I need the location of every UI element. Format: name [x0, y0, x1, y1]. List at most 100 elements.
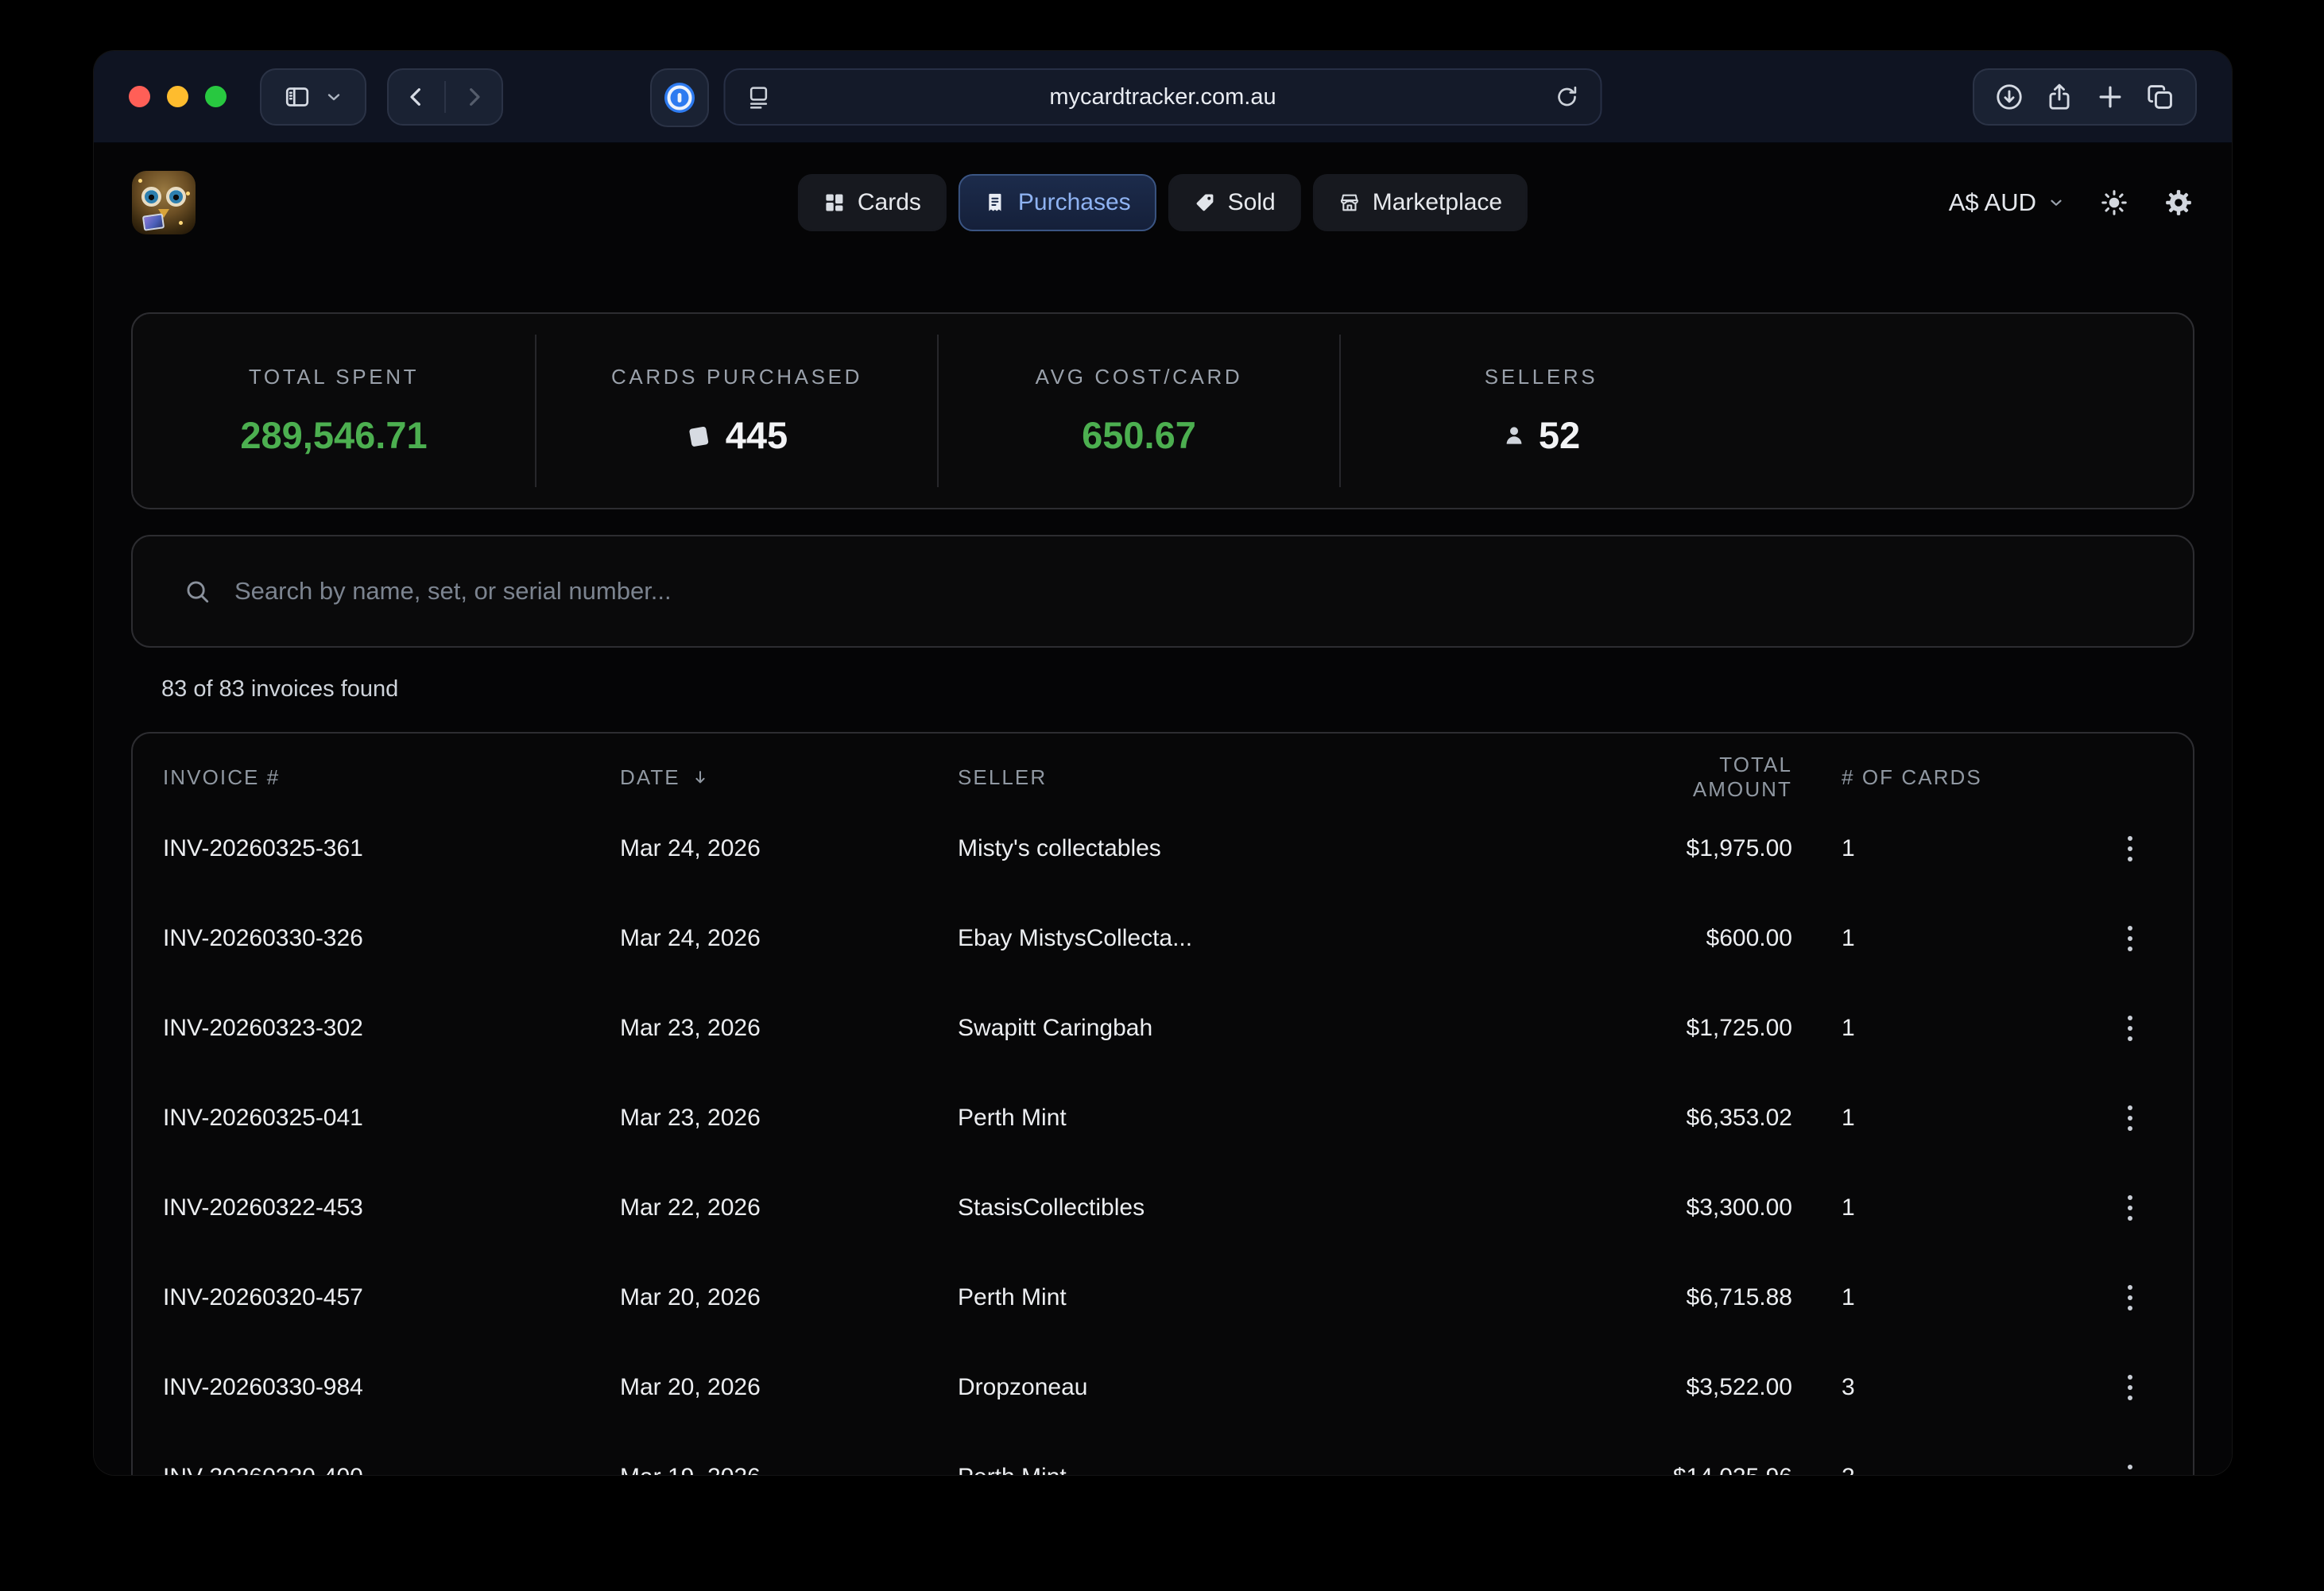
header-date-label: DATE [620, 765, 680, 790]
seller-cell: Dropzoneau [958, 1374, 1624, 1401]
row-menu-kebab-icon[interactable] [2121, 1009, 2139, 1047]
row-menu-kebab-icon[interactable] [2121, 1279, 2139, 1317]
header-date[interactable]: DATE [620, 765, 958, 790]
date-cell: Mar 23, 2026 [620, 1015, 958, 1042]
date-cell: Mar 24, 2026 [620, 925, 958, 952]
table-row[interactable]: INV-20260330-326 Mar 24, 2026 Ebay Misty… [163, 893, 2163, 983]
stat-label: AVG COST/CARD [1036, 365, 1243, 389]
cards-count-cell: 1 [1792, 1015, 2040, 1042]
cards-grid-icon [823, 192, 846, 214]
receipt-icon [984, 192, 1006, 214]
cards-count-cell: 1 [1792, 1284, 2040, 1311]
tag-icon [1194, 192, 1216, 214]
password-manager-extension-button[interactable] [650, 68, 709, 127]
row-menu-kebab-icon[interactable] [2121, 1099, 2139, 1137]
invoice-cell: INV-20260330-984 [163, 1374, 620, 1401]
tab-purchases[interactable]: Purchases [959, 174, 1156, 231]
stat-label: SELLERS [1485, 365, 1598, 389]
stat-cards-purchased: CARDS PURCHASED 445 [535, 335, 937, 487]
date-cell: Mar 22, 2026 [620, 1194, 958, 1221]
close-button[interactable] [129, 86, 150, 107]
row-menu-kebab-icon[interactable] [2121, 1189, 2139, 1227]
stat-sellers: SELLERS 52 [1339, 335, 1741, 487]
row-menu-kebab-icon[interactable] [2121, 830, 2139, 868]
stat-avg-cost: AVG COST/CARD 650.67 [937, 335, 1339, 487]
person-icon [1502, 424, 1526, 447]
invoice-cell: INV-20260320-457 [163, 1284, 620, 1311]
minimize-button[interactable] [167, 86, 188, 107]
currency-selector[interactable]: A$ AUD [1949, 188, 2065, 217]
owl-logo [132, 171, 196, 234]
header-invoice: INVOICE # [163, 765, 620, 790]
stat-value: 445 [726, 413, 788, 457]
amount-cell: $6,353.02 [1624, 1105, 1792, 1132]
amount-cell: $3,300.00 [1624, 1194, 1792, 1221]
seller-cell: StasisCollectibles [958, 1194, 1624, 1221]
seller-cell: Perth Mint [958, 1105, 1624, 1132]
table-row[interactable]: INV-20260325-041 Mar 23, 2026 Perth Mint… [163, 1073, 2163, 1163]
history-nav-group [387, 68, 503, 126]
share-icon[interactable] [2044, 82, 2074, 112]
stat-label: TOTAL SPENT [249, 365, 419, 389]
address-bar[interactable]: mycardtracker.com.au [724, 68, 1602, 126]
table-header-row: INVOICE # DATE SELLER TOTAL AMOUNT # OF … [163, 751, 2163, 803]
downloads-icon[interactable] [1994, 82, 2024, 112]
table-row[interactable]: INV-20260323-302 Mar 23, 2026 Swapitt Ca… [163, 983, 2163, 1073]
stats-panel: TOTAL SPENT 289,546.71 CARDS PURCHASED 4… [131, 312, 2194, 509]
settings-gear-icon[interactable] [2163, 188, 2194, 218]
card-icon [686, 422, 713, 449]
invoice-cell: INV-20260330-326 [163, 925, 620, 952]
site-header: Cards Purchases Sold [94, 143, 2232, 262]
table-row[interactable]: INV-20260325-361 Mar 24, 2026 Misty's co… [163, 803, 2163, 893]
theme-toggle-sun-icon[interactable] [2100, 188, 2128, 217]
amount-cell: $3,522.00 [1624, 1374, 1792, 1401]
reader-icon[interactable] [746, 84, 772, 110]
seller-cell: Perth Mint [958, 1464, 1624, 1476]
amount-cell: $1,725.00 [1624, 1015, 1792, 1042]
search-input[interactable] [234, 577, 2142, 606]
fullscreen-button[interactable] [205, 86, 227, 107]
stat-value: 52 [1539, 413, 1580, 457]
table-row[interactable]: INV-20260320-400 Mar 19, 2026 Perth Mint… [163, 1432, 2163, 1475]
url-text: mycardtracker.com.au [772, 84, 1555, 110]
date-cell: Mar 23, 2026 [620, 1105, 958, 1132]
table-row[interactable]: INV-20260322-453 Mar 22, 2026 StasisColl… [163, 1163, 2163, 1252]
amount-cell: $14,025.96 [1624, 1464, 1792, 1476]
row-menu-kebab-icon[interactable] [2121, 919, 2139, 958]
back-icon[interactable] [404, 84, 429, 110]
amount-cell: $600.00 [1624, 925, 1792, 952]
main-nav-tabs: Cards Purchases Sold [798, 174, 1528, 231]
invoice-cell: INV-20260325-361 [163, 835, 620, 862]
tab-marketplace[interactable]: Marketplace [1313, 174, 1528, 231]
row-menu-kebab-icon[interactable] [2121, 1458, 2139, 1476]
forward-icon[interactable] [461, 84, 486, 110]
chevron-down-icon[interactable] [324, 87, 343, 106]
sidebar-toggle-group [260, 68, 366, 126]
new-tab-icon[interactable] [2095, 82, 2125, 112]
date-cell: Mar 20, 2026 [620, 1374, 958, 1401]
refresh-icon[interactable] [1555, 84, 1580, 110]
invoice-table-body: INV-20260325-361 Mar 24, 2026 Misty's co… [163, 803, 2163, 1475]
header-num-cards: # OF CARDS [1792, 765, 2040, 790]
onepassword-icon [662, 80, 697, 115]
invoice-cell: INV-20260322-453 [163, 1194, 620, 1221]
invoice-cell: INV-20260320-400 [163, 1464, 620, 1476]
currency-label: A$ AUD [1949, 188, 2036, 217]
header-total-amount: TOTAL AMOUNT [1624, 753, 1792, 802]
seller-cell: Ebay MistysCollecta... [958, 925, 1624, 952]
results-count: 83 of 83 invoices found [131, 676, 2194, 703]
tab-cards[interactable]: Cards [798, 174, 947, 231]
sort-desc-icon [691, 768, 709, 786]
seller-cell: Misty's collectables [958, 835, 1624, 862]
table-row[interactable]: INV-20260320-457 Mar 20, 2026 Perth Mint… [163, 1252, 2163, 1342]
date-cell: Mar 20, 2026 [620, 1284, 958, 1311]
row-menu-kebab-icon[interactable] [2121, 1368, 2139, 1407]
sidebar-icon[interactable] [283, 83, 312, 111]
table-row[interactable]: INV-20260330-984 Mar 20, 2026 Dropzoneau… [163, 1342, 2163, 1432]
tab-sold[interactable]: Sold [1168, 174, 1301, 231]
cards-count-cell: 1 [1792, 1105, 2040, 1132]
tab-overview-icon[interactable] [2145, 82, 2175, 112]
storefront-icon [1338, 192, 1361, 214]
tab-label: Purchases [1018, 189, 1131, 216]
chevron-down-icon [2047, 194, 2065, 211]
